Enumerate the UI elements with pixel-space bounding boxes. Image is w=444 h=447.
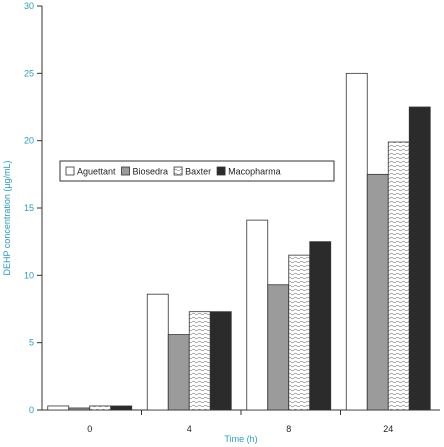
bar-macopharma-4 — [209, 311, 232, 411]
legend-swatch-aguettant — [65, 166, 75, 176]
bar-aguettant-0 — [47, 405, 70, 411]
bar-macopharma-0 — [110, 405, 133, 411]
x-tick-label: 8 — [286, 424, 291, 434]
bar-baxter-8 — [288, 254, 311, 411]
bar-biosedra-4 — [167, 334, 190, 411]
y-tick-label: 25 — [24, 68, 34, 78]
bar-baxter-24 — [387, 141, 410, 411]
bars — [47, 72, 431, 411]
y-tick-label: 0 — [29, 405, 34, 415]
legend-label-aguettant: Aguettant — [77, 167, 116, 177]
bar-biosedra-24 — [366, 173, 389, 411]
y-tick-label: 5 — [29, 338, 34, 348]
bar-aguettant-4 — [146, 293, 169, 411]
bar-baxter-4 — [188, 311, 211, 411]
bar-aguettant-8 — [246, 219, 269, 411]
legend-box — [59, 160, 335, 182]
bar-macopharma-24 — [408, 106, 431, 411]
y-tick-label: 10 — [24, 270, 34, 280]
bar-macopharma-8 — [309, 241, 332, 411]
x-axis-title: Time (h) — [224, 434, 257, 444]
legend: Aguettant Biosedra Baxter Macopharma — [59, 160, 335, 182]
x-tick-label: 4 — [187, 424, 192, 434]
y-tick-label: 30 — [24, 1, 34, 11]
legend-swatch-baxter — [173, 166, 183, 176]
bar-baxter-0 — [89, 405, 112, 411]
x-tick-label: 24 — [383, 424, 393, 434]
x-tick-labels: 0 4 8 24 — [87, 424, 393, 434]
y-tick-label: 20 — [24, 136, 34, 146]
y-axis-title: DEHP concentration (µg/mL) — [2, 160, 12, 275]
bar-aguettant-24 — [345, 72, 368, 411]
legend-label-macopharma: Macopharma — [228, 167, 281, 177]
x-tick-label: 0 — [87, 424, 92, 434]
bar-biosedra-0 — [68, 407, 91, 411]
legend-swatch-macopharma — [216, 166, 226, 176]
legend-label-biosedra: Biosedra — [133, 167, 169, 177]
legend-swatch-biosedra — [121, 166, 130, 176]
legend-label-baxter: Baxter — [185, 167, 211, 177]
y-tick-labels: 0 5 10 15 20 25 30 — [24, 1, 34, 415]
bar-biosedra-8 — [267, 284, 290, 411]
y-tick-label: 15 — [24, 203, 34, 213]
